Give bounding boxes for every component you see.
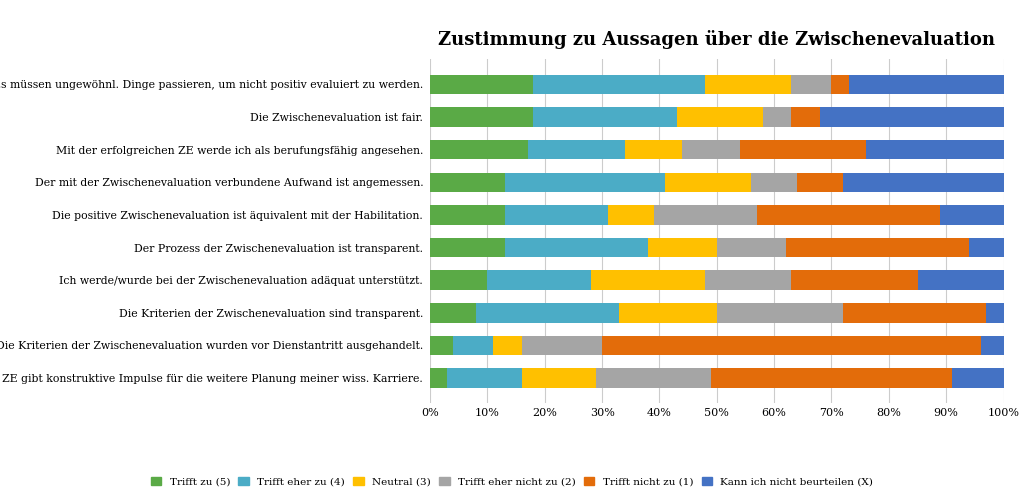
Bar — [711, 368, 952, 388]
Bar — [952, 368, 1004, 388]
Bar — [792, 107, 820, 127]
Bar — [505, 205, 608, 225]
Bar — [792, 271, 918, 290]
Bar — [797, 173, 843, 192]
Bar — [522, 368, 596, 388]
Bar — [596, 368, 711, 388]
Bar — [969, 238, 1004, 257]
Bar — [522, 336, 602, 355]
Bar — [757, 205, 940, 225]
Bar — [453, 336, 494, 355]
Bar — [666, 173, 752, 192]
Bar — [505, 173, 666, 192]
Bar — [677, 107, 763, 127]
Title: Zustimmung zu Aussagen über die Zwischenevaluation: Zustimmung zu Aussagen über die Zwischen… — [438, 30, 995, 49]
Bar — [653, 205, 757, 225]
Bar — [625, 140, 682, 159]
Bar — [981, 336, 1004, 355]
Bar — [752, 173, 797, 192]
Bar — [534, 75, 706, 94]
Bar — [494, 336, 522, 355]
Bar — [430, 173, 505, 192]
Bar — [430, 303, 476, 323]
Bar — [487, 271, 591, 290]
Bar — [608, 205, 653, 225]
Bar — [430, 368, 447, 388]
Bar — [792, 75, 831, 94]
Bar — [843, 303, 986, 323]
Bar — [430, 75, 534, 94]
Bar — [430, 238, 505, 257]
Bar — [866, 140, 1004, 159]
Bar — [648, 238, 717, 257]
Bar — [447, 368, 522, 388]
Bar — [430, 140, 527, 159]
Bar — [940, 205, 1004, 225]
Bar — [430, 271, 487, 290]
Bar — [706, 75, 792, 94]
Bar — [534, 107, 677, 127]
Bar — [763, 107, 792, 127]
Bar — [739, 140, 866, 159]
Bar — [849, 75, 1004, 94]
Bar — [717, 238, 785, 257]
Bar — [591, 271, 706, 290]
Bar — [986, 303, 1004, 323]
Bar — [843, 173, 1004, 192]
Bar — [527, 140, 625, 159]
Bar — [831, 75, 849, 94]
Bar — [505, 238, 648, 257]
Bar — [706, 271, 792, 290]
Legend: Trifft zu (5), Trifft eher zu (4), Neutral (3), Trifft eher nicht zu (2), Trifft: Trifft zu (5), Trifft eher zu (4), Neutr… — [151, 477, 873, 487]
Bar — [430, 107, 534, 127]
Bar — [682, 140, 739, 159]
Bar — [820, 107, 1004, 127]
Bar — [717, 303, 843, 323]
Bar — [430, 336, 453, 355]
Bar — [918, 271, 1004, 290]
Bar — [602, 336, 981, 355]
Bar — [430, 205, 505, 225]
Bar — [476, 303, 620, 323]
Bar — [785, 238, 969, 257]
Bar — [620, 303, 717, 323]
